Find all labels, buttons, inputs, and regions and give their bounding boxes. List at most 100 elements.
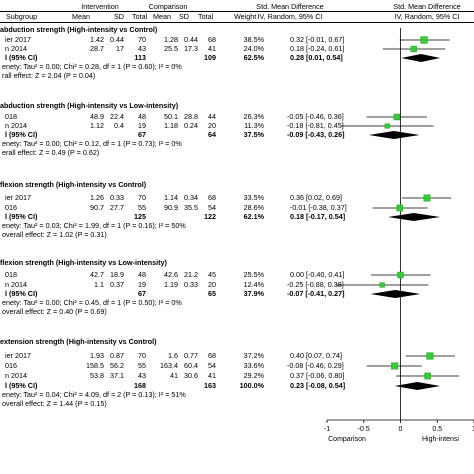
overall-effect-text: overall effect: Z = 0.40 (P = 0.69)	[2, 307, 107, 316]
study-mean1: 158.5	[86, 361, 104, 370]
study-n2: 54	[208, 203, 216, 212]
study-n1: 70	[138, 351, 146, 360]
study-mean1: 1.26	[90, 193, 104, 202]
subtotal-label: l (95% CI)	[5, 381, 38, 390]
subtotal-label: l (95% CI)	[5, 212, 38, 221]
study-mean2: 42.6	[164, 270, 178, 279]
overall-effect-text: overall effect: Z = 1.02 (P = 0.31)	[2, 230, 107, 239]
subgroup-title: abduction strength (High-intensity vs Co…	[0, 25, 158, 34]
study-n1: 55	[138, 361, 146, 370]
study-sd2: 60.4	[184, 361, 198, 370]
study-sd2: 0.33	[184, 280, 198, 289]
heterogeneity-text: enety: Tau² = 0.00; Chi² = 0.28, df = 1 …	[2, 62, 182, 71]
study-mean2: 90.9	[164, 203, 178, 212]
study-n2: 54	[208, 361, 216, 370]
subtotal-n2: 163	[204, 381, 216, 390]
subtotal-ci: -0.07 [-0.41, 0.27]	[287, 289, 345, 298]
study-sd1: 0.37	[110, 280, 124, 289]
subtotal-weight: 100.0%	[239, 381, 264, 390]
favours-right-label: High-intensi	[422, 436, 459, 443]
total2-column-header: Total	[198, 12, 214, 21]
sd1-column-header: SD	[114, 12, 124, 21]
study-ci: 0.00 [-0.40, 0.41]	[290, 270, 345, 279]
study-sd1: 0.4	[114, 121, 124, 130]
subtotal-label: l (95% CI)	[5, 289, 38, 298]
subtotal-weight: 37.9%	[243, 289, 264, 298]
x-tick-label: -1	[324, 426, 330, 433]
study-n2: 44	[208, 112, 216, 121]
study-sd2: 0.77	[184, 351, 198, 360]
subtotal-ci: 0.23 [-0.08, 0.54]	[290, 381, 346, 390]
study-sd1: 0.33	[110, 193, 124, 202]
study-n2: 68	[208, 35, 216, 44]
study-sd2: 0.24	[184, 121, 198, 130]
subgroup-title: flexion strength (High-intensity vs Low-…	[0, 258, 167, 267]
study-weight: 33.5%	[243, 193, 264, 202]
heterogeneity-text: enety: Tau² = 0.00; Chi² = 0.12, df = 1 …	[2, 139, 182, 148]
subtotal-label: l (95% CI)	[5, 53, 38, 62]
study-sd2: 30.6	[184, 371, 198, 380]
study-n2: 41	[208, 371, 216, 380]
study-ci: 0.40 [0.07, 0.74]	[290, 351, 342, 360]
study-sd1: 0.44	[110, 35, 124, 44]
smd-header-left: Std. Mean Difference	[256, 2, 324, 11]
sd2-column-header: SD	[179, 12, 189, 21]
study-name: n 2014	[5, 44, 27, 53]
x-tick-label: 1	[472, 426, 474, 433]
study-ci: 0.36 [0.02, 0.69]	[290, 193, 342, 202]
study-point	[424, 372, 432, 380]
study-mean2: 1.18	[164, 121, 178, 130]
study-n2: 68	[208, 351, 216, 360]
study-sd1: 37.1	[110, 371, 124, 380]
heterogeneity-text: enety: Tau² = 0.00; Chi² = 0.45, df = 1 …	[2, 298, 182, 307]
x-tick-label: -0.5	[358, 426, 370, 433]
study-mean1: 53.8	[90, 371, 104, 380]
study-name: n 2014	[5, 371, 27, 380]
overall-effect-text: rall effect: Z = 2.04 (P = 0.04)	[2, 71, 96, 80]
study-mean1: 1.42	[90, 35, 104, 44]
study-weight: 11.3%	[244, 121, 264, 130]
study-mean2: 163.4	[160, 361, 178, 370]
smd-header-right: Std. Mean Difference	[393, 2, 461, 11]
study-mean2: 1.28	[164, 35, 178, 44]
total1-column-header: Total	[132, 12, 148, 21]
study-mean1: 42.7	[90, 270, 104, 279]
study-point	[426, 352, 434, 360]
subtotal-n1: 67	[138, 289, 146, 298]
subtotal-weight: 37.5%	[243, 130, 264, 139]
study-ci: 0.18 [-0.24, 0.61]	[290, 44, 345, 53]
subgroup-title: flexion strength (High-intensity vs Cont…	[0, 180, 147, 189]
study-mean1: 28.7	[90, 44, 104, 53]
method-header-left: IV, Random, 95% CI	[257, 12, 323, 21]
study-mean2: 25.5	[164, 44, 178, 53]
subtotal-n2: 64	[208, 130, 216, 139]
pooled-diamond	[388, 213, 441, 221]
study-sd2: 0.34	[184, 193, 198, 202]
study-weight: 12.4%	[243, 280, 264, 289]
subtotal-ci: -0.09 [-0.43, 0.26]	[287, 130, 345, 139]
mean1-column-header: Mean	[72, 12, 90, 21]
study-n1: 43	[138, 44, 146, 53]
study-sd1: 27.7	[110, 203, 124, 212]
subtotal-n2: 65	[208, 289, 216, 298]
study-n2: 41	[208, 44, 216, 53]
study-sd1: 56.2	[110, 361, 124, 370]
study-name: 016	[5, 361, 17, 370]
header-rule-bottom	[0, 22, 474, 23]
overall-effect-text: erall effect: Z = 0.49 (P = 0.62)	[2, 148, 100, 157]
study-point	[379, 282, 385, 288]
study-point	[384, 123, 390, 129]
study-ci: 0.37 [-0.06, 0.80]	[290, 371, 345, 380]
mean2-column-header: Mean	[153, 12, 171, 21]
overall-effect-text: overall effect: Z = 1.44 (P = 0.15)	[2, 399, 107, 408]
weight-column-header: Weight	[234, 12, 257, 21]
study-name: ier 2017	[5, 35, 31, 44]
study-ci: -0.05 [-0.46, 0.36]	[287, 112, 344, 121]
study-n2: 20	[208, 121, 216, 130]
study-n1: 48	[138, 270, 146, 279]
subtotal-n1: 125	[134, 212, 146, 221]
subgroup-column-header: Subgroup	[6, 12, 38, 21]
study-mean1: 90.7	[90, 203, 104, 212]
study-weight: 38.5%	[243, 35, 264, 44]
